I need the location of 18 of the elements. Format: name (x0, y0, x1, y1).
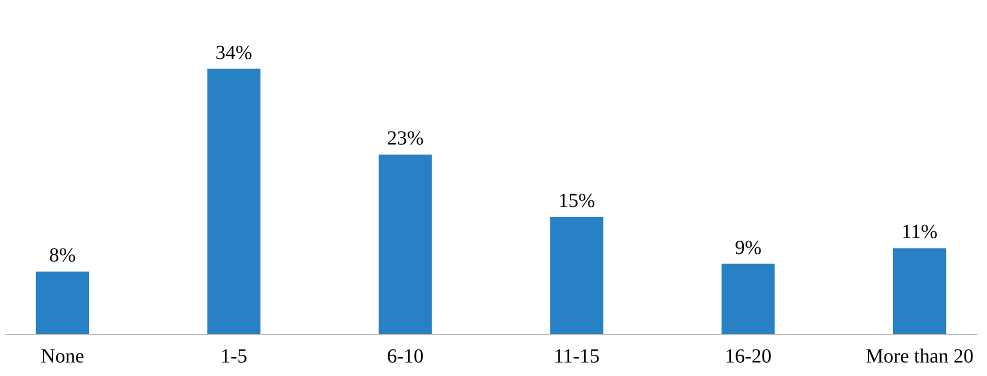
bar (378, 154, 432, 334)
data-label: 34% (216, 42, 252, 64)
x-tick-label: More than 20 (866, 346, 974, 368)
x-tick-label: 11-15 (554, 346, 600, 368)
x-tick-label: 16-20 (724, 346, 772, 368)
bar (722, 264, 775, 334)
bar (207, 68, 260, 334)
bar (893, 248, 946, 334)
bar (550, 217, 604, 334)
data-label: 23% (386, 128, 424, 150)
data-label: 11% (902, 221, 938, 244)
data-label: 9% (734, 236, 762, 259)
x-tick-label: None (40, 346, 84, 368)
data-label: 15% (558, 190, 596, 212)
data-label: 8% (49, 244, 76, 267)
x-tick-label: 1-5 (220, 346, 248, 368)
x-tick-label: 6-10 (386, 346, 424, 368)
bar (36, 272, 89, 334)
